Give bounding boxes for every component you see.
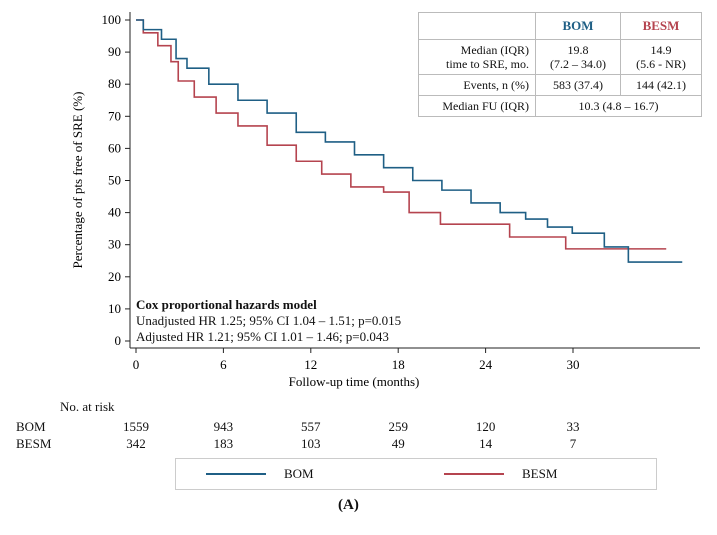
fu-label: Median FU (IQR)	[418, 95, 536, 117]
risk-value: 120	[475, 419, 496, 434]
header-besm: BESM	[620, 12, 702, 40]
risk-row-label: BESM	[16, 436, 52, 451]
risk-value: 1559	[123, 419, 149, 434]
legend: BOM BESM	[175, 458, 657, 490]
risk-value: 33	[566, 419, 580, 434]
header-bom: BOM	[535, 12, 621, 40]
x-tick-label: 24	[479, 357, 493, 372]
bom-median: 19.8	[567, 43, 589, 57]
risk-value: 49	[391, 436, 405, 451]
risk-title: No. at risk	[60, 399, 115, 414]
fu-value: 10.3 (4.8 – 16.7)	[535, 95, 702, 117]
stats-table: BOM BESM Median (IQR) time to SRE, mo. 19…	[418, 12, 702, 117]
besm-iqr: (5.6 - NR)	[636, 57, 686, 71]
besm-median: 14.9	[650, 43, 672, 57]
km-curve-besm	[136, 19, 667, 250]
risk-value: 943	[213, 419, 234, 434]
risk-value: 342	[126, 436, 146, 451]
legend-besm-label: BESM	[522, 466, 558, 481]
x-tick-label: 12	[304, 357, 317, 372]
cox-adjusted: Adjusted HR 1.21; 95% CI 1.01 – 1.46; p=…	[136, 329, 389, 344]
risk-value: 7	[569, 436, 577, 451]
y-tick-label: 20	[108, 269, 121, 284]
x-axis-label: Follow-up time (months)	[289, 374, 420, 389]
y-tick-label: 90	[108, 44, 121, 59]
y-tick-label: 40	[108, 205, 121, 220]
cox-unadjusted: Unadjusted HR 1.25; 95% CI 1.04 – 1.51; …	[136, 313, 402, 328]
x-tick-label: 18	[392, 357, 405, 372]
legend-bom-label: BOM	[284, 466, 314, 481]
y-tick-label: 70	[108, 108, 121, 123]
events-label: Events, n (%)	[418, 74, 536, 96]
risk-value: 557	[301, 419, 321, 434]
besm-events: 144 (42.1)	[620, 74, 702, 96]
y-tick-label: 80	[108, 76, 121, 91]
risk-value: 103	[301, 436, 321, 451]
risk-value: 259	[388, 419, 408, 434]
y-tick-label: 30	[108, 237, 121, 252]
x-tick-label: 6	[220, 357, 227, 372]
bom-iqr: (7.2 – 34.0)	[550, 57, 606, 71]
median-label-1: Median (IQR)	[460, 43, 529, 57]
y-tick-label: 10	[108, 301, 121, 316]
y-tick-label: 50	[108, 173, 121, 188]
x-tick-label: 30	[567, 357, 580, 372]
y-tick-label: 0	[115, 333, 122, 348]
risk-row-label: BOM	[16, 419, 46, 434]
legend-bom-swatch	[206, 473, 266, 475]
y-axis-label: Percentage of pts free of SRE (%)	[70, 92, 85, 269]
km-curve-bom	[136, 19, 683, 263]
risk-value: 183	[213, 436, 234, 451]
y-tick-label: 100	[102, 12, 122, 27]
km-chart: 0 10 20 30 40 50 60 70 80 90 100 0 6 12 18 24 30 Follow-u…	[70, 12, 700, 389]
legend-besm-swatch	[444, 473, 504, 475]
y-tick-label: 60	[108, 140, 121, 155]
risk-value: 14	[479, 436, 493, 451]
cox-title: Cox proportional hazards model	[136, 297, 317, 312]
bom-events: 583 (37.4)	[535, 74, 621, 96]
x-tick-label: 0	[133, 357, 140, 372]
median-label-2: time to SRE, mo.	[445, 57, 529, 71]
panel-label: (A)	[338, 497, 359, 513]
